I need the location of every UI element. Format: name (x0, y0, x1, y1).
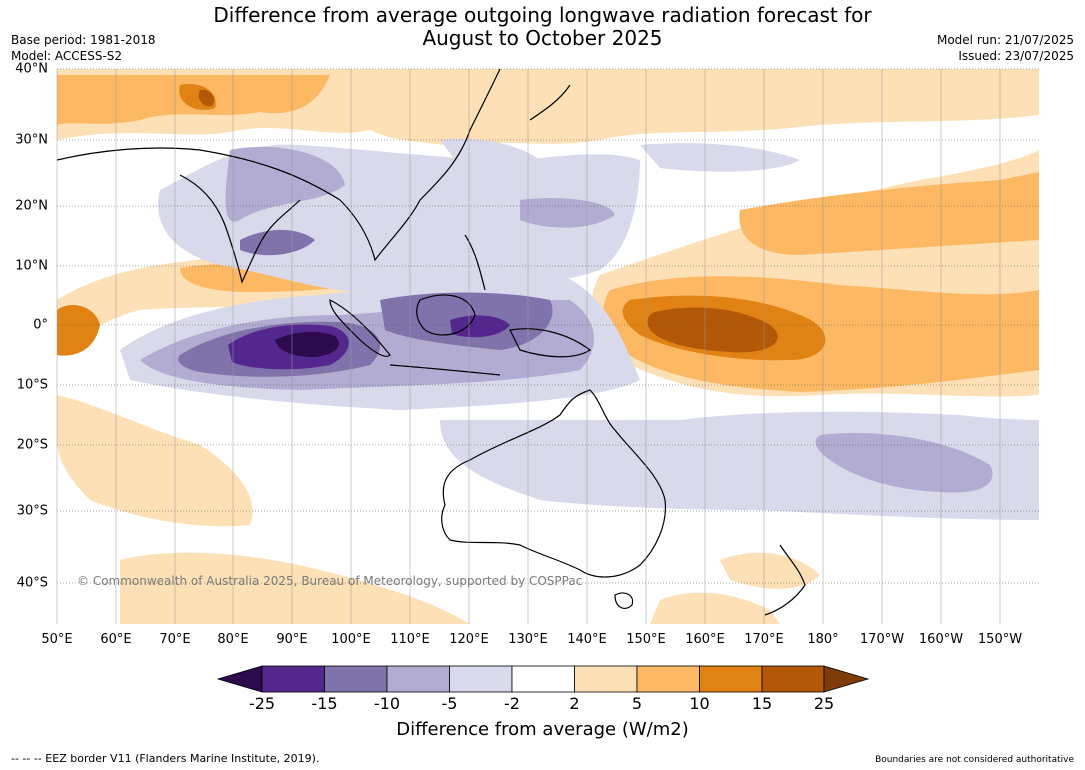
model-name: Model: ACCESS-S2 (11, 49, 123, 63)
coastlines (57, 69, 806, 616)
issued-date: Issued: 23/07/2025 (958, 49, 1074, 63)
colorbar-tick: 25 (813, 694, 835, 713)
colorbar-tick: -10 (373, 694, 401, 713)
colorbar-title: Difference from average (W/m2) (396, 719, 689, 740)
lon-label-160w: 160°W (918, 632, 964, 647)
colorbar-tick: -25 (248, 694, 276, 713)
meridians (56, 69, 1001, 624)
lat-label-20s: 20°S (16, 437, 48, 453)
colorbar-max-arrow (823, 665, 870, 693)
anomaly-south-indian (57, 395, 253, 527)
colorbar-tick: 2 (569, 694, 580, 713)
lat-label-30n: 30°N (15, 132, 48, 148)
lon-label-150e: 150°E (626, 632, 666, 647)
japan-coast (529, 84, 571, 121)
lon-label-120e: 120°E (449, 632, 489, 647)
colorbar-bin-8 (699, 665, 763, 693)
colorbar-bin-2 (324, 665, 388, 693)
colorbar-tick: -2 (504, 694, 520, 713)
lon-label-90e: 90°E (276, 632, 308, 647)
colorbar-bin-1 (261, 665, 325, 693)
colorbar-tick: -15 (311, 694, 338, 713)
new-guinea-coast (509, 328, 592, 358)
lat-label-30s: 30°S (16, 503, 48, 519)
colorbar-tick: -5 (441, 694, 458, 713)
title-line-1: Difference from average outgoing longwav… (213, 3, 872, 27)
lat-label-40s: 40°S (16, 575, 48, 591)
lon-label-170e: 170°E (744, 632, 784, 647)
lat-label-0: 0° (33, 317, 48, 333)
colorbar-tick: 10 (689, 694, 710, 713)
copyright-notice: © Commonwealth of Australia 2025, Bureau… (77, 574, 583, 588)
lon-label-110e: 110°E (390, 632, 430, 647)
asia-mainland-coast (57, 69, 501, 262)
run-info: Model run: 21/07/2025 Issued: 23/07/2025 (937, 32, 1074, 64)
lon-label-50e: 50°E (41, 632, 73, 647)
colorbar-bin-7 (636, 665, 700, 693)
lon-label-160e: 160°E (685, 632, 725, 647)
anomaly-east-india (440, 138, 540, 169)
lon-label-180: 180° (807, 632, 839, 647)
lat-label-10n: 10°N (15, 258, 48, 274)
lon-label-100e: 100°E (331, 632, 371, 647)
title-line-2: August to October 2025 (422, 26, 663, 50)
sumatra-coast (329, 299, 391, 357)
colorbar-bin-4 (449, 665, 513, 693)
india-coast (179, 174, 301, 284)
lon-label-150w: 150°W (977, 632, 1023, 647)
new-zealand-coast (764, 544, 806, 616)
colorbar-min-arrow (216, 665, 263, 693)
borneo-coast (416, 294, 476, 336)
colorbar-bin-5 (511, 665, 575, 693)
lon-label-140e: 140°E (567, 632, 607, 647)
australia-coast (441, 389, 667, 578)
map-title: Difference from average outgoing longwav… (0, 4, 1085, 50)
colorbar-tick: 5 (631, 694, 643, 713)
lon-label-170w: 170°W (859, 632, 905, 647)
lon-label-60e: 60°E (100, 632, 132, 647)
model-info: Base period: 1981-2018 Model: ACCESS-S2 (11, 32, 156, 64)
colorbar-tick: 15 (751, 694, 773, 713)
lat-label-20n: 20°N (15, 198, 48, 214)
model-run-date: Model run: 21/07/2025 (936, 33, 1074, 47)
colorbar-bin-3 (386, 665, 450, 693)
colorbar (216, 665, 870, 693)
tasmania-coast (614, 592, 634, 609)
anomaly-field (57, 69, 1039, 624)
lon-label-70e: 70°E (159, 632, 191, 647)
colorbar-bin-6 (574, 665, 638, 693)
colorbar-bin-9 (761, 665, 825, 693)
lon-label-130e: 130°E (508, 632, 548, 647)
lon-label-80e: 80°E (217, 632, 249, 647)
boundaries-disclaimer: Boundaries are not considered authoritat… (875, 755, 1074, 765)
philippines-coast (464, 234, 486, 291)
base-period: Base period: 1981-2018 (11, 33, 156, 47)
eez-legend: -- -- -- EEZ border V11 (Flanders Marine… (11, 752, 320, 765)
lat-label-10s: 10°S (16, 377, 48, 393)
lat-label-40n: 40°N (15, 61, 48, 77)
java-coast (389, 364, 501, 376)
